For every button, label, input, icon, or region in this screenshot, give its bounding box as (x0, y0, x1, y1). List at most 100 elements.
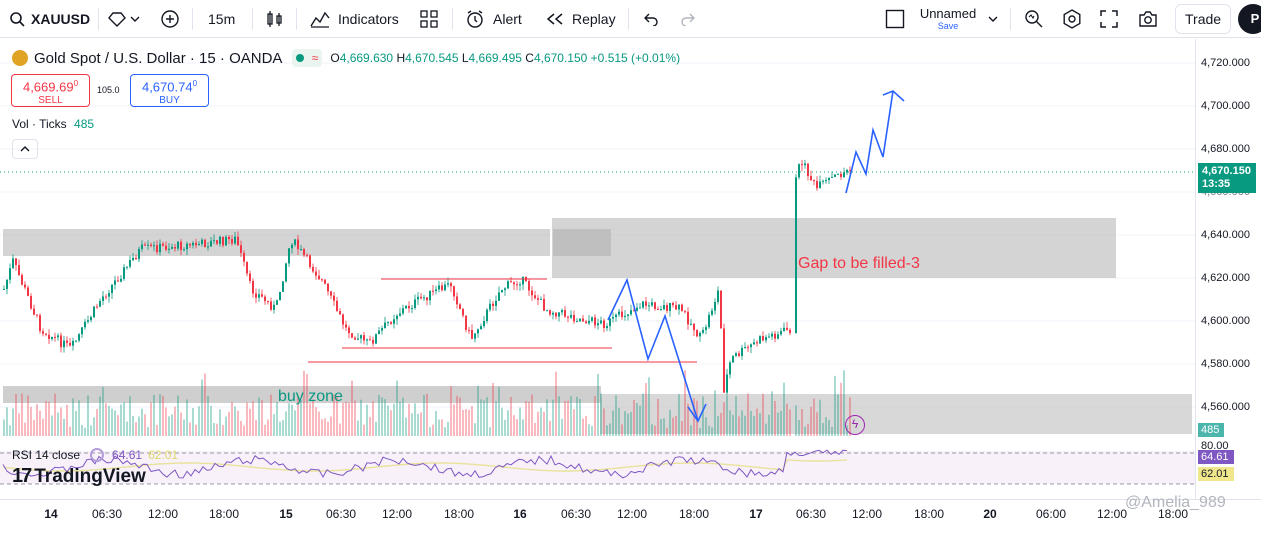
chart-pane[interactable]: Gold Spot / U.S. Dollar · 15 · OANDA ≈ O… (0, 39, 1195, 499)
volume-bar (636, 402, 638, 436)
candle-body (429, 290, 431, 301)
candle-body (303, 249, 305, 256)
time-tick: 17 (749, 507, 763, 521)
volume-bar (603, 408, 605, 436)
buy-button[interactable]: 4,670.740 BUY (130, 74, 209, 107)
candle-body (714, 301, 716, 311)
layout-menu-button[interactable] (988, 0, 998, 38)
volume-bar (501, 407, 503, 436)
candles-icon (267, 11, 282, 27)
collapse-legend-button[interactable] (12, 139, 38, 159)
projection-path-down[interactable] (607, 277, 699, 422)
candle-body (354, 337, 356, 340)
resistance-zone[interactable] (3, 229, 550, 256)
volume-bar (531, 394, 533, 436)
volume-bar (825, 417, 827, 436)
candle-body (798, 164, 800, 178)
volume-bar (33, 420, 35, 436)
candle-body (69, 342, 71, 346)
settings-button[interactable] (1062, 0, 1082, 38)
time-tick: 16 (513, 507, 527, 521)
volume-bar (453, 404, 455, 436)
buy-zone-rect[interactable] (3, 386, 601, 403)
indicators-button[interactable]: Indicators (310, 0, 399, 38)
candle-body (276, 300, 278, 305)
chevron-down-icon (988, 16, 998, 22)
favorites-button[interactable] (108, 0, 140, 38)
volume-bar (123, 402, 125, 436)
candle-body (45, 333, 47, 335)
candle-body (27, 287, 29, 296)
candle-body (129, 260, 131, 267)
time-axis[interactable]: 14 06:30 12:00 18:00 15 06:30 12:00 18:0… (0, 494, 1261, 538)
fullscreen-button[interactable] (1100, 0, 1118, 38)
tradingview-watermark[interactable]: 17 TradingView (12, 465, 146, 488)
layout-name[interactable]: Unnamed Save (916, 0, 980, 38)
candle-body (147, 244, 149, 246)
candle-body (846, 169, 848, 173)
add-symbol-button[interactable] (160, 0, 180, 38)
gap-zone[interactable] (552, 218, 1116, 278)
candle-body (621, 311, 623, 317)
buy-zone-annotation[interactable]: buy zone (278, 388, 343, 405)
candle-body (75, 340, 77, 342)
replay-icon (546, 13, 563, 25)
sell-button[interactable]: 4,669.690 SELL (11, 74, 90, 107)
volume-bar (333, 394, 335, 436)
gap-annotation[interactable]: Gap to be filled-3 (798, 255, 920, 272)
candle-body (339, 311, 341, 315)
volume-legend[interactable]: Vol · Ticks 485 (12, 117, 94, 131)
candle-body (51, 336, 53, 340)
volume-bar (39, 410, 41, 436)
trade-button[interactable]: Trade (1175, 0, 1232, 38)
volume-bar (645, 382, 647, 436)
events-button[interactable]: ϟ (845, 415, 865, 435)
candle-body (756, 342, 758, 344)
candle-body (720, 290, 722, 329)
price-chart-canvas[interactable] (0, 39, 1195, 499)
volume-bar (414, 403, 416, 436)
candle-body (732, 355, 734, 363)
search-icon (10, 12, 25, 27)
projection-path-up[interactable] (845, 90, 894, 194)
snapshot-button[interactable] (1138, 0, 1158, 38)
candle-body (81, 327, 83, 335)
volume-bar (186, 399, 188, 436)
candle-body (729, 362, 731, 375)
time-tick: 15 (279, 507, 293, 521)
undo-button[interactable] (643, 0, 659, 38)
volume-bar (315, 407, 317, 436)
replay-button[interactable]: Replay (546, 0, 616, 38)
price-axis[interactable]: 4,720.000 4,700.000 4,680.000 4,660.000 … (1195, 39, 1261, 499)
quick-search-button[interactable] (1024, 0, 1044, 38)
candle-body (459, 304, 461, 309)
market-status[interactable]: ≈ (292, 49, 323, 67)
candle-body (813, 180, 815, 182)
candle-body (504, 288, 506, 291)
candle-body (660, 309, 662, 311)
interval-button[interactable]: 15m (208, 0, 235, 38)
profile-button[interactable]: P (1238, 0, 1261, 38)
candle-body (651, 302, 653, 306)
volume-bar (216, 423, 218, 436)
chart-type-button[interactable] (266, 0, 284, 38)
symbol-title[interactable]: Gold Spot / U.S. Dollar · 15 · OANDA (34, 49, 283, 67)
candle-body (174, 246, 176, 249)
volume-bar (474, 423, 476, 436)
alert-button[interactable]: Alert (465, 0, 522, 38)
candle-body (744, 347, 746, 349)
volume-bar (597, 373, 599, 436)
candle-body (99, 300, 101, 307)
layout-button[interactable] (885, 0, 905, 38)
candle-body (555, 312, 557, 317)
rsi-legend[interactable]: RSI 14 close 64.61 62.01 (12, 448, 178, 462)
lower-zone[interactable] (600, 394, 1192, 434)
symbol-search[interactable]: XAUUSD (8, 0, 96, 38)
candle-body (843, 172, 845, 177)
volume-bar (240, 420, 242, 436)
volume-bar (252, 401, 254, 436)
templates-button[interactable] (420, 0, 438, 38)
redo-button[interactable] (680, 0, 696, 38)
candle-body (156, 245, 158, 253)
candle-body (222, 236, 224, 246)
